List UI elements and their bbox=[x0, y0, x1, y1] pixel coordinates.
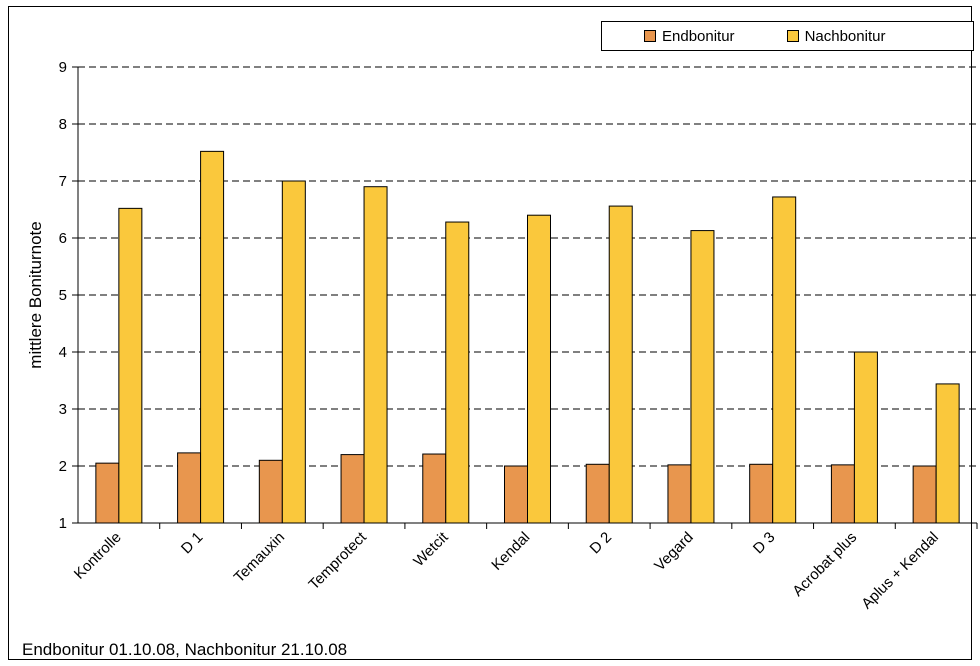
bar-endbonitur-d-3 bbox=[749, 463, 774, 524]
y-tick-label: 9 bbox=[59, 59, 67, 76]
bar-nachbonitur-acrobat-plus bbox=[853, 351, 878, 524]
bar-nachbonitur-kontrolle bbox=[118, 207, 143, 524]
y-tick-labels: 1 2 3 4 5 6 7 8 9 bbox=[59, 59, 67, 532]
axes bbox=[72, 66, 978, 529]
y-tick-label: 4 bbox=[59, 344, 67, 361]
bar-endbonitur-d-2 bbox=[585, 463, 610, 524]
bar-endbonitur-temauxin bbox=[258, 459, 283, 524]
bar-nachbonitur-wetcit bbox=[445, 221, 470, 524]
y-tick-label: 8 bbox=[59, 116, 67, 133]
bar-nachbonitur-d-3 bbox=[772, 196, 797, 524]
legend-label-nachbonitur: Nachbonitur bbox=[804, 27, 886, 45]
bar-endbonitur-aplus-kendal bbox=[912, 465, 937, 524]
y-tick-label: 5 bbox=[59, 287, 67, 304]
x-tick-label: Temprotect bbox=[305, 528, 370, 593]
bar-endbonitur-wetcit bbox=[422, 453, 447, 524]
x-tick-label: Vegard bbox=[651, 529, 697, 575]
legend-swatch-nachbonitur bbox=[786, 30, 799, 42]
bar-endbonitur-kendal bbox=[504, 465, 528, 524]
x-tick-label: D 1 bbox=[178, 529, 207, 558]
x-tick-label: D 2 bbox=[587, 529, 616, 558]
bar-endbonitur-kontrolle bbox=[95, 462, 120, 524]
bar-nachbonitur-vegard bbox=[690, 230, 715, 524]
x-tick-label: Acrobat plus bbox=[789, 529, 860, 600]
legend-item-endbonitur: Endbonitur bbox=[644, 28, 735, 45]
y-tick-label: 2 bbox=[59, 458, 67, 475]
y-tick-label: 7 bbox=[59, 173, 67, 190]
bars bbox=[95, 150, 960, 524]
legend-label-endbonitur: Endbonitur bbox=[662, 27, 735, 45]
x-tick-label: D 3 bbox=[750, 529, 779, 558]
legend: Endbonitur Nachbonitur bbox=[601, 21, 974, 51]
bar-endbonitur-d-1 bbox=[177, 452, 202, 524]
x-tick-label: Wetcit bbox=[410, 528, 452, 570]
bar-endbonitur-vegard bbox=[667, 464, 692, 524]
bar-nachbonitur-aplus-kendal bbox=[935, 383, 960, 524]
bar-endbonitur-acrobat-plus bbox=[830, 464, 855, 524]
y-axis-label: mittlere Boniturnote bbox=[26, 221, 45, 368]
footnote: Endbonitur 01.10.08, Nachbonitur 21.10.0… bbox=[22, 640, 348, 659]
legend-item-nachbonitur: Nachbonitur bbox=[786, 27, 886, 45]
bar-nachbonitur-temauxin bbox=[281, 180, 306, 524]
x-tick-label: Kendal bbox=[488, 529, 533, 574]
bar-nachbonitur-d-1 bbox=[200, 150, 225, 524]
bar-nachbonitur-d-2 bbox=[608, 205, 633, 524]
x-tick-label: Kontrolle bbox=[71, 529, 125, 583]
y-tick-label: 3 bbox=[59, 401, 67, 418]
gridlines bbox=[78, 66, 977, 467]
y-tick-label: 1 bbox=[59, 515, 67, 532]
chart-frame bbox=[8, 6, 972, 660]
y-tick-label: 6 bbox=[59, 230, 67, 247]
bar-nachbonitur-kendal bbox=[527, 214, 551, 524]
bar-endbonitur-temprotect bbox=[340, 454, 365, 524]
bar-nachbonitur-temprotect bbox=[363, 186, 388, 524]
x-tick-label: Temauxin bbox=[231, 529, 288, 586]
legend-swatch-endbonitur bbox=[644, 30, 656, 42]
x-tick-labels: Kontrolle D 1 Temauxin Temprotect Wetcit Kend… bbox=[71, 528, 942, 612]
x-tick-label: Aplus + Kendal bbox=[858, 529, 942, 613]
